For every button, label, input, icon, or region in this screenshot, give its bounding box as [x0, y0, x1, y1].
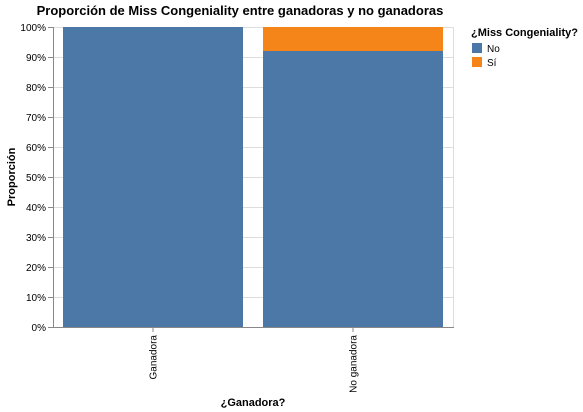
legend-swatch: [472, 43, 482, 53]
y-tick-label: 20%: [26, 263, 46, 274]
y-tick-label: 50%: [26, 173, 46, 184]
bars: [63, 27, 443, 327]
x-axis-title: ¿Ganadora?: [221, 397, 286, 409]
bar-no-ganadora-si: [263, 27, 443, 51]
bar-ganadora-no: [63, 27, 243, 327]
legend-title: ¿Miss Congeniality?: [471, 27, 578, 39]
legend-label: No: [487, 44, 500, 55]
y-tick-label: 100%: [20, 23, 46, 34]
legend: ¿Miss Congeniality? No Sí: [471, 27, 578, 69]
y-axis-title: Proporción: [6, 147, 18, 206]
legend-label: Sí: [487, 58, 497, 69]
bar-no-ganadora-no: [263, 51, 443, 327]
legend-swatch: [472, 57, 482, 67]
y-tick-label: 0%: [32, 323, 47, 334]
chart-title: Proporción de Miss Congeniality entre ga…: [37, 3, 444, 18]
y-tick-label: 80%: [26, 83, 46, 94]
y-tick-label: 60%: [26, 143, 46, 154]
y-tick-label: 30%: [26, 233, 46, 244]
y-tick-label: 90%: [26, 53, 46, 64]
y-tick-label: 10%: [26, 293, 46, 304]
y-tick-label: 40%: [26, 203, 46, 214]
x-tick-label: Ganadora: [149, 335, 160, 380]
axes: 0% 10% 20% 30% 40% 50% 60% 70% 80% 90% 100% Ganador…: [20, 23, 454, 393]
y-tick-label: 70%: [26, 113, 46, 124]
x-tick-label: No ganadora: [349, 335, 360, 393]
